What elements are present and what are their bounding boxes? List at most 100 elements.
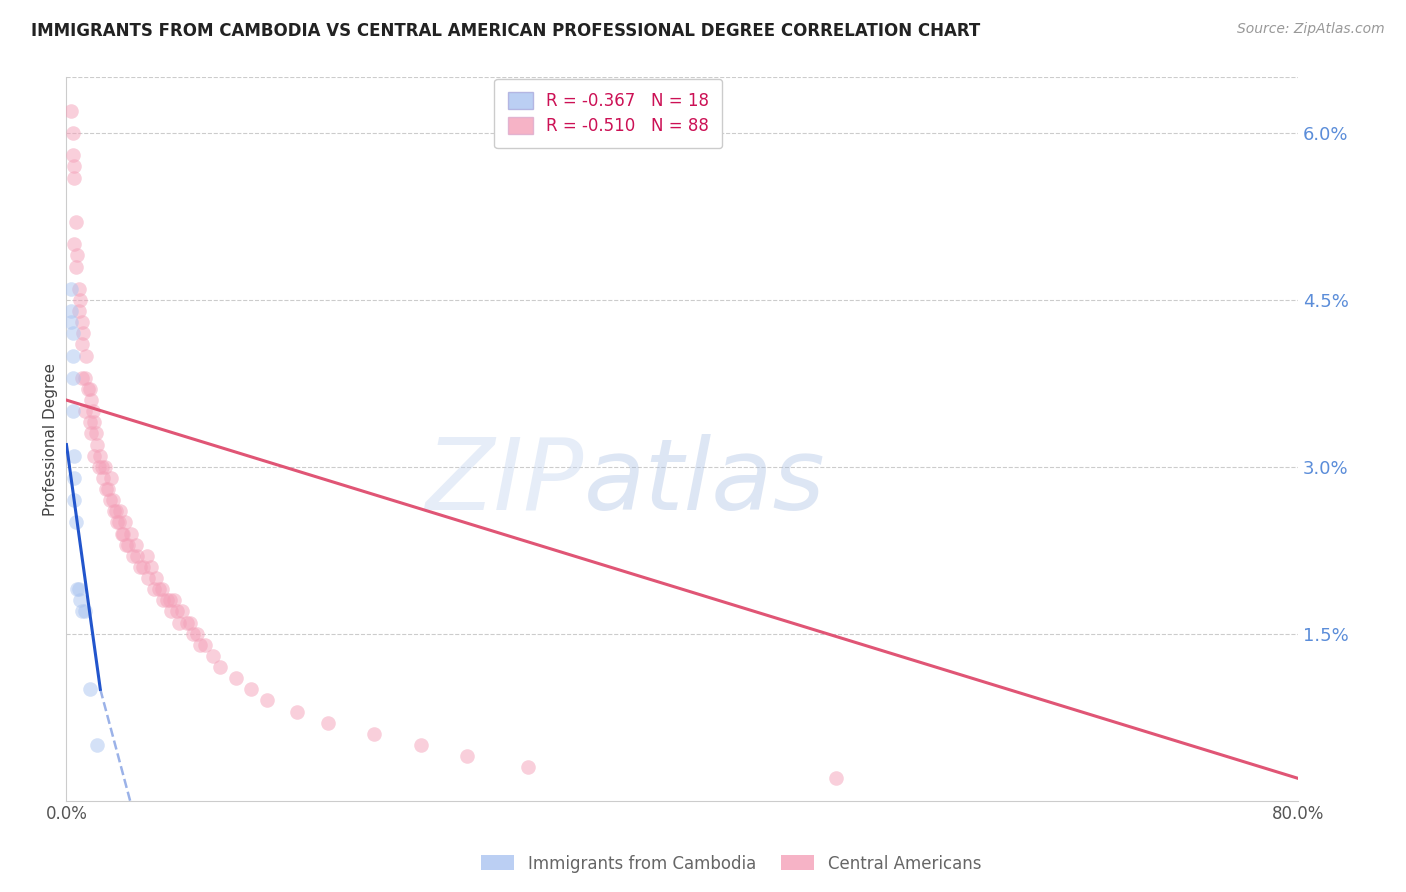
Point [120, 526, 142, 541]
Point [96, 482, 118, 496]
Point [517, 760, 540, 774]
Point [63, 170, 86, 185]
Point [145, 571, 167, 585]
Point [316, 715, 339, 730]
Point [160, 605, 183, 619]
Text: IMMIGRANTS FROM CAMBODIA VS CENTRAL AMERICAN PROFESSIONAL DEGREE CORRELATION CHA: IMMIGRANTS FROM CAMBODIA VS CENTRAL AMER… [31, 22, 980, 40]
Point [83, 415, 105, 429]
Point [163, 593, 186, 607]
Point [152, 593, 174, 607]
Point [150, 582, 173, 597]
Point [60, 304, 83, 318]
Point [86, 437, 108, 451]
Point [148, 582, 170, 597]
Point [159, 593, 181, 607]
Text: ZIP: ZIP [426, 434, 583, 531]
Point [125, 538, 148, 552]
Point [201, 648, 224, 663]
Point [62, 404, 84, 418]
Point [79, 682, 101, 697]
Point [143, 582, 166, 597]
Point [89, 449, 111, 463]
Point [94, 459, 117, 474]
Point [115, 538, 138, 552]
Point [129, 560, 152, 574]
Point [67, 304, 90, 318]
Point [62, 326, 84, 341]
Point [139, 560, 162, 574]
Point [75, 349, 97, 363]
Point [93, 471, 115, 485]
Point [111, 526, 134, 541]
Point [194, 638, 217, 652]
Point [70, 315, 93, 329]
Point [136, 571, 159, 585]
Point [63, 493, 86, 508]
Point [101, 493, 124, 508]
Point [181, 626, 204, 640]
Point [73, 404, 96, 418]
Point [79, 382, 101, 396]
Point [62, 148, 84, 162]
Point [65, 215, 87, 229]
Point [167, 615, 190, 630]
Y-axis label: Professional Degree: Professional Degree [44, 362, 58, 516]
Point [60, 315, 83, 329]
Text: atlas: atlas [583, 434, 825, 531]
Legend: R = -0.367   N = 18, R = -0.510   N = 88: R = -0.367 N = 18, R = -0.510 N = 88 [495, 78, 723, 148]
Point [103, 504, 125, 518]
Point [97, 482, 120, 496]
Point [363, 727, 385, 741]
Legend: Immigrants from Cambodia, Central Americans: Immigrants from Cambodia, Central Americ… [474, 848, 988, 880]
Point [176, 615, 198, 630]
Point [114, 516, 136, 530]
Point [66, 582, 89, 597]
Point [240, 682, 263, 697]
Point [62, 371, 84, 385]
Point [70, 337, 93, 351]
Point [456, 749, 478, 764]
Point [82, 404, 104, 418]
Point [256, 693, 278, 707]
Point [63, 160, 86, 174]
Point [110, 504, 132, 518]
Point [825, 772, 848, 786]
Point [69, 593, 91, 607]
Point [79, 415, 101, 429]
Point [104, 504, 127, 518]
Point [90, 459, 112, 474]
Point [121, 549, 143, 563]
Point [225, 671, 247, 685]
Point [190, 638, 212, 652]
Point [67, 282, 90, 296]
Point [63, 237, 86, 252]
Point [62, 126, 84, 140]
Point [80, 426, 103, 441]
Point [166, 605, 188, 619]
Point [100, 471, 122, 485]
Point [66, 248, 89, 262]
Point [132, 560, 155, 574]
Point [127, 549, 149, 563]
Point [72, 326, 94, 341]
Point [62, 349, 84, 363]
Point [80, 393, 103, 408]
Point [70, 371, 93, 385]
Point [67, 582, 90, 597]
Point [98, 493, 121, 508]
Point [105, 516, 128, 530]
Point [63, 471, 86, 485]
Point [60, 282, 83, 296]
Point [112, 526, 135, 541]
Point [170, 605, 193, 619]
Point [69, 293, 91, 307]
Point [87, 459, 110, 474]
Point [60, 103, 83, 118]
Point [209, 660, 232, 674]
Point [107, 516, 129, 530]
Point [83, 449, 105, 463]
Point [63, 449, 86, 463]
Point [179, 615, 201, 630]
Point [117, 538, 139, 552]
Point [65, 260, 87, 274]
